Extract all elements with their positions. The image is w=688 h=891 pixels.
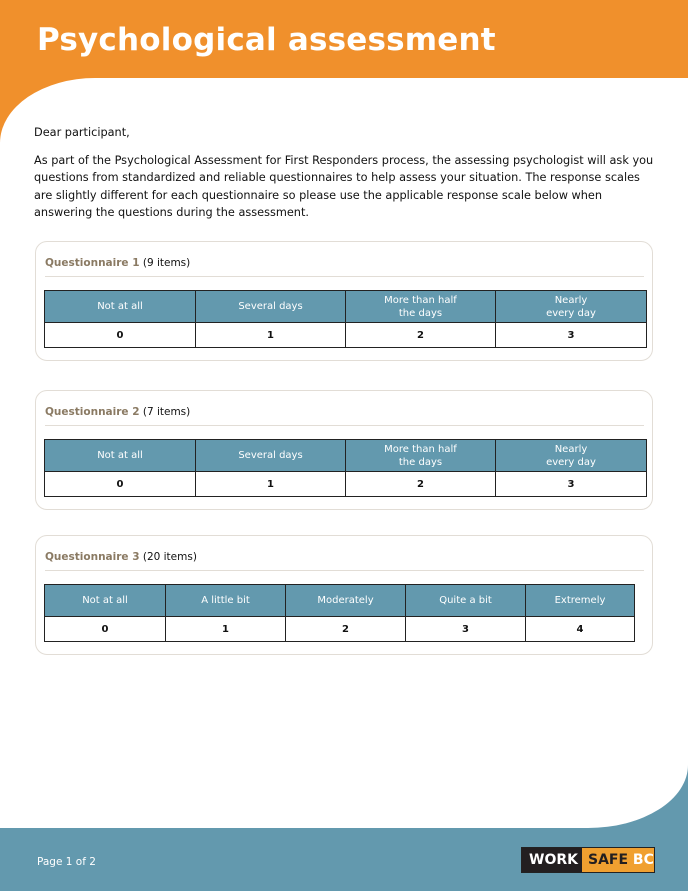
scale-value: 2 [285,616,406,642]
table-header-row: Not at all Several days More than half the… [44,290,647,323]
scale-value: 0 [44,616,166,642]
questionnaire-title: Questionnaire 1 (9 items) [45,257,644,277]
scale-label: Quite a bit [405,584,526,617]
scale-label: Not at all [44,584,166,617]
scale-value: 3 [405,616,526,642]
scale-value: 2 [345,322,496,348]
scale-label: Moderately [285,584,406,617]
scale-label: Nearly every day [495,290,647,323]
intro-body: As part of the Psychological Assessment … [34,153,654,220]
scale-value: 0 [44,471,196,497]
page-number: Page 1 of 2 [37,856,96,868]
scale-value: 3 [495,322,647,348]
item-count: (20 items) [142,551,197,563]
scale-label: A little bit [165,584,286,617]
scale-label: Not at all [44,290,196,323]
questionnaire-name: Questionnaire 2 [45,406,140,418]
questionnaire-card: Questionnaire 1 (9 items) Not at all Sever… [35,241,653,361]
questionnaire-name: Questionnaire 3 [45,551,140,563]
scale-value: 1 [195,471,346,497]
questionnaire-title: Questionnaire 3 (20 items) [45,551,644,571]
scale-label: More than half the days [345,439,496,472]
scale-label: Several days [195,290,346,323]
questionnaire-name: Questionnaire 1 [45,257,140,269]
scale-label: Nearly every day [495,439,647,472]
questionnaire-card: Questionnaire 2 (7 items) Not at all Sever… [35,390,653,510]
scale-label: Several days [195,439,346,472]
page-title: Psychological assessment [37,22,496,58]
item-count: (7 items) [142,406,191,418]
intro: Dear participant, As part of the Psychol… [34,124,654,232]
item-count: (9 items) [142,257,191,269]
scale-value: 2 [345,471,496,497]
worksafebc-logo: WORK SAFE BC [521,847,655,873]
scale-value: 1 [165,616,286,642]
response-scale-table: Not at all Several days More than half the… [44,439,647,497]
questionnaire-title: Questionnaire 2 (7 items) [45,406,644,426]
response-scale-table: Not at all Several days More than half the… [44,290,647,348]
scale-value: 1 [195,322,346,348]
scale-value: 4 [525,616,635,642]
table-header-row: Not at all Several days More than half the… [44,439,647,472]
response-scale-table: Not at all A little bit Moderately Quite a … [44,584,635,642]
table-header-row: Not at all A little bit Moderately Quite a … [44,584,635,617]
questionnaire-card: Questionnaire 3 (20 items) Not at all A li… [35,535,653,655]
scale-label: Extremely [525,584,635,617]
scale-value: 3 [495,471,647,497]
footer-curve [0,700,688,828]
scale-label: More than half the days [345,290,496,323]
greeting: Dear participant, [34,126,130,139]
scale-label: Not at all [44,439,196,472]
scale-value: 0 [44,322,196,348]
